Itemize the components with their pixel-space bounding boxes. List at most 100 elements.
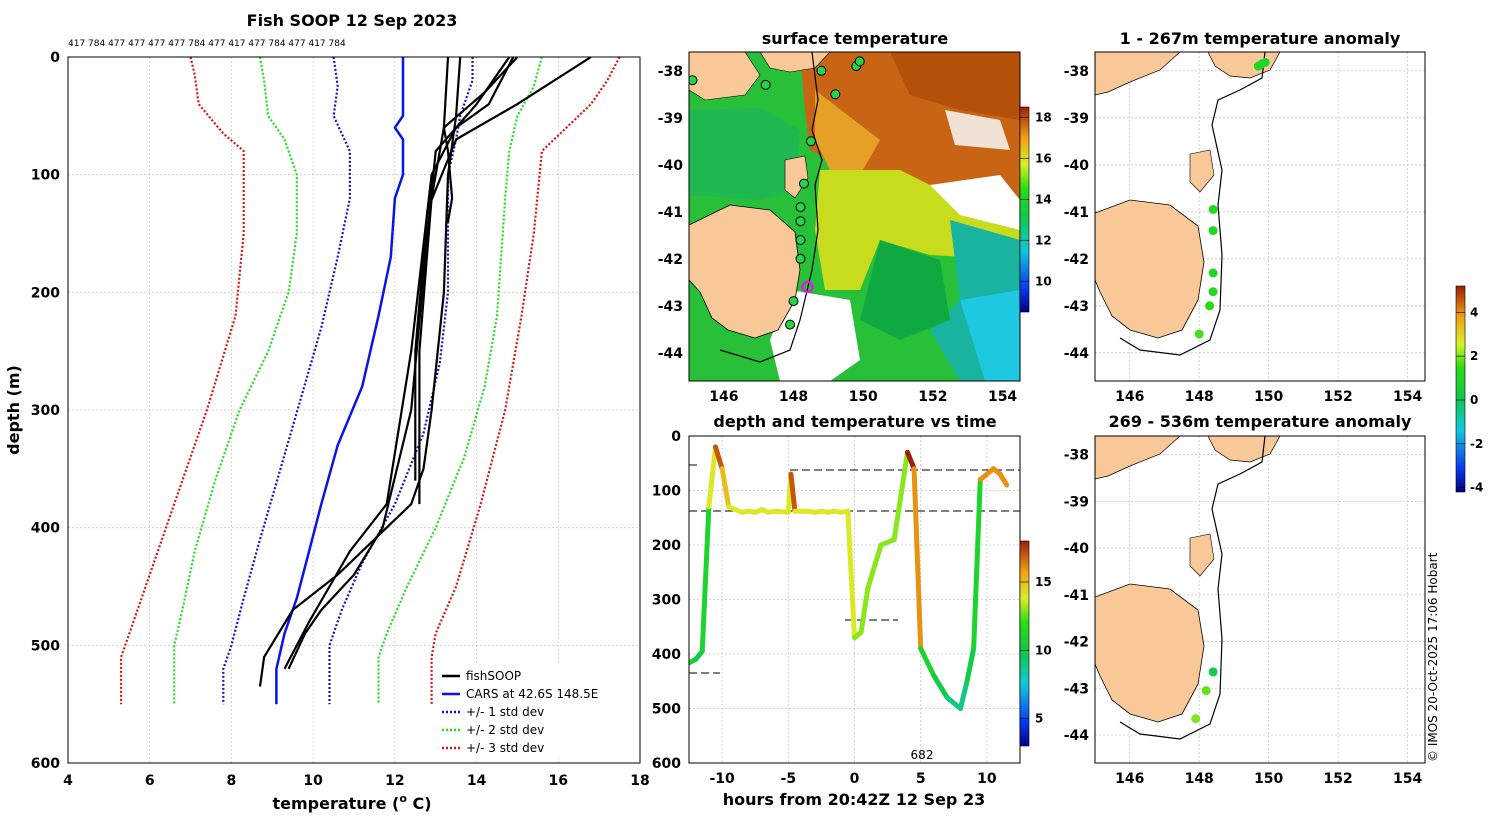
anomaly-shallow-ticks: 146 148 150 152 154 -38 -39 -40 -41 -42 -43 -44 bbox=[1064, 64, 1423, 405]
timeseries-track-segment bbox=[865, 542, 884, 592]
timeseries-ytick: 500 bbox=[652, 702, 681, 718]
anomaly-colorbar-tick: 2 bbox=[1470, 349, 1478, 363]
sst-profile-marker bbox=[760, 79, 771, 90]
timeseries-track-segment bbox=[719, 466, 732, 510]
legend-cars: CARS at 42.6S 148.5E bbox=[466, 687, 598, 701]
profile-xlabel: temperature (o C) bbox=[272, 792, 431, 813]
sst-ticks: 146 148 150 152 154 -38 -39 -40 -41 -42 -43 -44 bbox=[658, 64, 1018, 405]
timeseries-track-segment bbox=[957, 678, 970, 711]
profile-ytick: 100 bbox=[31, 168, 60, 184]
anomaly-deep-point bbox=[1191, 714, 1201, 724]
anomaly-deep-xtick: 152 bbox=[1324, 771, 1353, 787]
profile-title: Fish SOOP 12 Sep 2023 bbox=[247, 11, 458, 30]
anomaly-deep-ytick: -38 bbox=[1064, 448, 1089, 464]
sst-profile-marker bbox=[795, 216, 806, 227]
timeseries-ytick: 300 bbox=[652, 593, 681, 609]
sst-title: surface temperature bbox=[762, 29, 949, 48]
timeseries-track bbox=[689, 444, 1020, 711]
timeseries-xtick: 10 bbox=[977, 771, 997, 787]
timeseries-track-segment bbox=[845, 508, 857, 641]
anomaly-shallow-point bbox=[1208, 287, 1218, 297]
timeseries-track-segment bbox=[712, 444, 725, 472]
sst-colorbar-tick: 12 bbox=[1035, 233, 1052, 247]
profile-legend: fishSOOP CARS at 42.6S 148.5E +/- 1 std … bbox=[437, 664, 637, 758]
profile-line-std2 bbox=[377, 57, 543, 705]
profile-xtick: 4 bbox=[63, 773, 73, 789]
timeseries-track-segment bbox=[964, 646, 977, 684]
timeseries-track-segment bbox=[931, 673, 950, 701]
profile-line-observed bbox=[418, 57, 519, 505]
sst-profile-marker bbox=[795, 202, 806, 213]
anomaly-deep-ytick: -42 bbox=[1064, 635, 1089, 651]
profile-ticks: 4 6 8 10 12 14 16 18 0 100 200 300 400 500 600 bbox=[31, 50, 650, 789]
profile-ytick: 200 bbox=[31, 285, 60, 301]
timeseries-annotation: 682 bbox=[911, 748, 934, 762]
profile-xtick: 18 bbox=[630, 773, 649, 789]
anomaly-shallow-ytick: -39 bbox=[1064, 111, 1089, 127]
profile-top-labels: 417 784 477 477 477 477 784 477 417 477 … bbox=[68, 39, 346, 49]
timeseries-ytick: 600 bbox=[652, 756, 681, 772]
profile-panel: Fish SOOP 12 Sep 2023 417 784 477 477 47… bbox=[4, 11, 650, 813]
sst-ytick: -40 bbox=[658, 158, 684, 174]
anomaly-deep-xtick: 154 bbox=[1393, 771, 1422, 787]
legend-observed: fishSOOP bbox=[466, 669, 521, 683]
sst-profile-markers bbox=[689, 56, 865, 330]
sst-xtick: 152 bbox=[918, 389, 947, 405]
anomaly-deep-ytick: -39 bbox=[1064, 494, 1089, 510]
timeseries-xtick: -5 bbox=[781, 771, 797, 787]
timeseries-xtick: 5 bbox=[916, 771, 926, 787]
anomaly-colorbar-tick: -2 bbox=[1470, 437, 1483, 451]
timeseries-ytick: 0 bbox=[671, 429, 681, 445]
anomaly-shallow-point bbox=[1260, 57, 1270, 67]
profile-ylabel: depth (m) bbox=[4, 365, 23, 455]
sst-xtick: 148 bbox=[779, 389, 808, 405]
anomaly-shallow-point bbox=[1208, 226, 1218, 236]
anomaly-shallow-panel: 1 - 267m temperature anomaly 146 148 150 15… bbox=[1064, 29, 1426, 405]
timeseries-xlabel: hours from 20:42Z 12 Sep 23 bbox=[723, 790, 985, 809]
anomaly-deep-xtick: 150 bbox=[1254, 771, 1283, 787]
profile-line-observed bbox=[258, 57, 462, 687]
profile-xtick: 8 bbox=[227, 773, 237, 789]
anomaly-deep-point bbox=[1208, 667, 1218, 677]
timeseries-track-segment bbox=[904, 449, 917, 472]
sst-ytick: -42 bbox=[658, 252, 683, 268]
profile-line-std3 bbox=[119, 57, 245, 705]
timeseries-track-segment bbox=[997, 471, 1010, 488]
sst-current-location-marker bbox=[801, 280, 814, 294]
profile-ytick: 400 bbox=[31, 521, 60, 537]
anomaly-deep-xtick: 146 bbox=[1115, 771, 1144, 787]
anomaly-shallow-point bbox=[1194, 329, 1204, 339]
timeseries-ytick: 200 bbox=[652, 538, 681, 554]
anomaly-shallow-xtick: 148 bbox=[1185, 389, 1214, 405]
sst-profile-marker bbox=[798, 178, 809, 189]
timeseries-colorbar-tick: 15 bbox=[1035, 575, 1052, 589]
profile-line-observed bbox=[414, 57, 592, 481]
timeseries-ytick: 400 bbox=[652, 647, 681, 663]
anomaly-shallow-frame bbox=[1094, 51, 1426, 382]
sst-ytick: -44 bbox=[658, 346, 684, 362]
anomaly-deep-ytick: -44 bbox=[1064, 728, 1090, 744]
profile-xtick: 12 bbox=[385, 773, 404, 789]
timeseries-colorbar-tick: 5 bbox=[1035, 712, 1043, 726]
sst-profile-marker bbox=[795, 253, 806, 264]
anomaly-shallow-points bbox=[1194, 57, 1270, 339]
anomaly-shallow-ytick: -38 bbox=[1064, 64, 1089, 80]
timeseries-track-segment bbox=[891, 449, 910, 543]
sst-ytick: -39 bbox=[658, 111, 683, 127]
timeseries-track-segment bbox=[699, 504, 712, 654]
legend-std1: +/- 1 std dev bbox=[466, 705, 544, 719]
timeseries-track-segment bbox=[918, 646, 937, 679]
sst-colorbar-ticks: 18 16 14 12 10 bbox=[1020, 110, 1052, 288]
profile-ytick: 500 bbox=[31, 638, 60, 654]
profile-line-observed bbox=[442, 57, 454, 222]
sst-field bbox=[689, 52, 1020, 381]
profile-ytick: 600 bbox=[31, 756, 60, 772]
anomaly-deep-point bbox=[1201, 686, 1211, 696]
profile-xtick: 16 bbox=[549, 773, 568, 789]
anomaly-deep-points bbox=[1191, 667, 1218, 724]
timeseries-track-segment bbox=[911, 466, 924, 652]
timeseries-colorbar-ticks: 15 10 5 bbox=[1020, 575, 1052, 726]
sst-colorbar bbox=[1019, 106, 1030, 313]
anomaly-colorbar-tick: 0 bbox=[1470, 393, 1478, 407]
